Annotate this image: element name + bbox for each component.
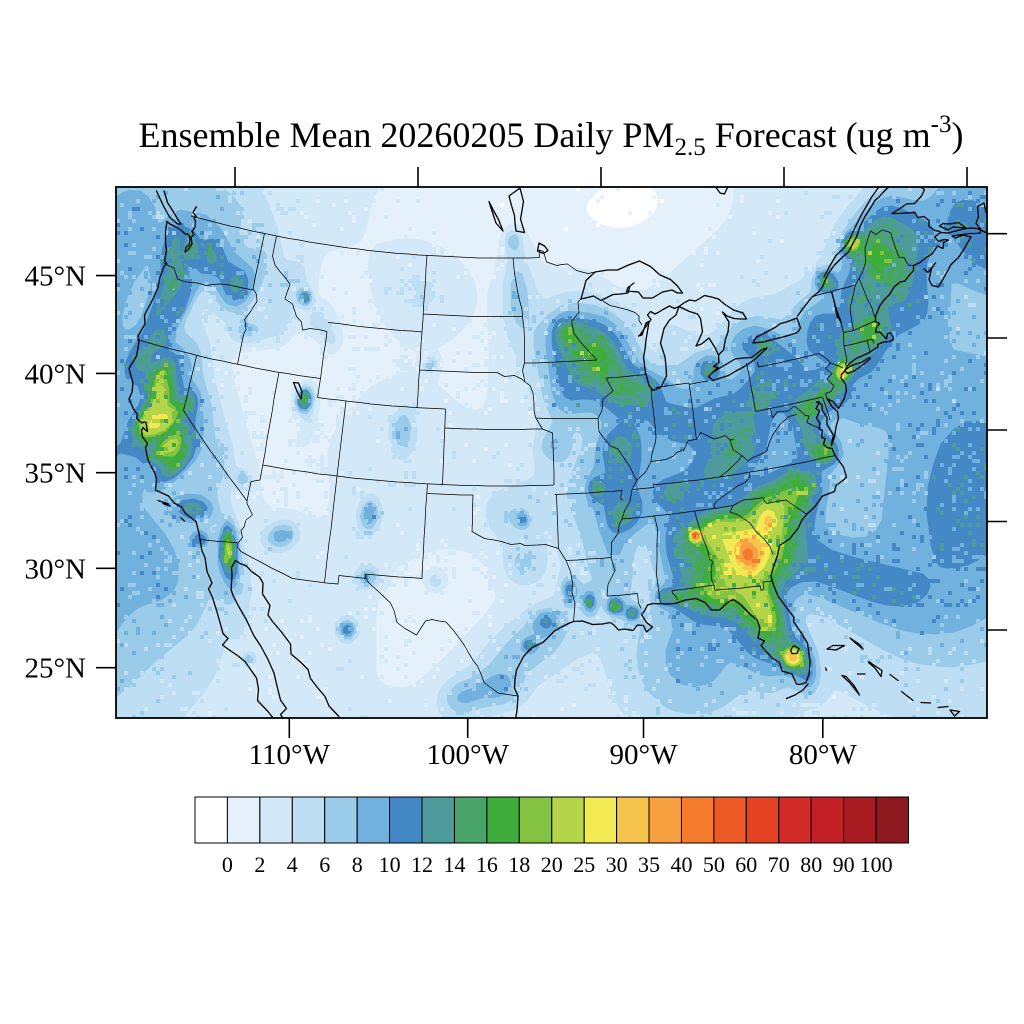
svg-text:30: 30 (606, 852, 628, 877)
svg-text:45°N: 45°N (24, 261, 86, 293)
svg-text:30°N: 30°N (24, 553, 86, 585)
svg-text:25: 25 (573, 852, 595, 877)
svg-text:80: 80 (800, 852, 822, 877)
svg-text:14: 14 (444, 852, 466, 877)
svg-text:8: 8 (352, 852, 363, 877)
svg-text:50: 50 (703, 852, 725, 877)
svg-text:110°W: 110°W (249, 739, 331, 771)
svg-text:16: 16 (476, 852, 498, 877)
svg-text:90°W: 90°W (610, 739, 679, 771)
svg-text:100: 100 (860, 852, 893, 877)
svg-text:100°W: 100°W (426, 739, 509, 771)
svg-text:25°N: 25°N (24, 653, 86, 685)
svg-text:90: 90 (833, 852, 855, 877)
svg-text:60: 60 (735, 852, 757, 877)
svg-text:35: 35 (638, 852, 660, 877)
svg-text:12: 12 (411, 852, 433, 877)
svg-text:70: 70 (768, 852, 790, 877)
svg-text:4: 4 (287, 852, 298, 877)
svg-text:80°W: 80°W (789, 739, 858, 771)
svg-text:Ensemble Mean 20260205 Daily P: Ensemble Mean 20260205 Daily PM2.5 Forec… (139, 111, 964, 161)
svg-text:35°N: 35°N (24, 458, 86, 490)
svg-text:18: 18 (508, 852, 530, 877)
svg-text:20: 20 (541, 852, 563, 877)
svg-text:0: 0 (222, 852, 233, 877)
svg-text:10: 10 (379, 852, 401, 877)
svg-text:40: 40 (671, 852, 693, 877)
svg-text:6: 6 (319, 852, 330, 877)
svg-text:40°N: 40°N (24, 358, 86, 390)
svg-text:2: 2 (254, 852, 265, 877)
